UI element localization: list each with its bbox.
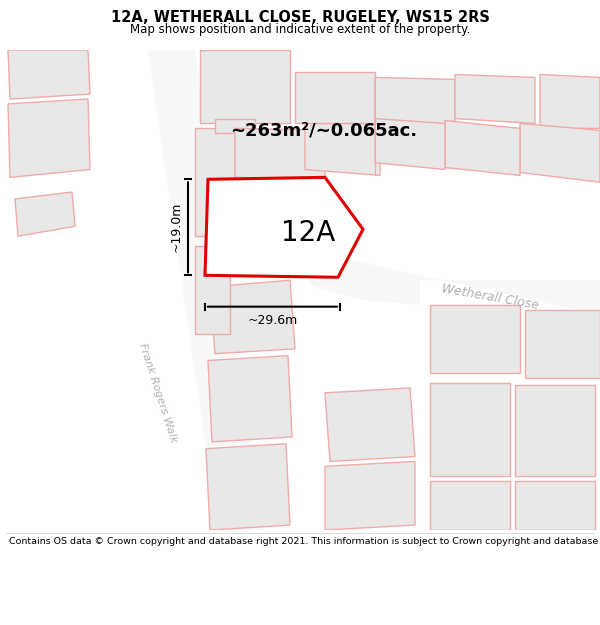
Polygon shape <box>430 481 510 530</box>
Text: Frank Rogers Walk: Frank Rogers Walk <box>137 342 179 444</box>
Polygon shape <box>305 124 380 176</box>
Polygon shape <box>295 71 375 124</box>
Text: 12A: 12A <box>281 219 335 247</box>
Polygon shape <box>430 305 520 373</box>
Polygon shape <box>330 256 600 314</box>
Text: Map shows position and indicative extent of the property.: Map shows position and indicative extent… <box>130 23 470 36</box>
Polygon shape <box>310 256 420 305</box>
Polygon shape <box>325 461 415 530</box>
Polygon shape <box>8 99 90 178</box>
Text: Contains OS data © Crown copyright and database right 2021. This information is : Contains OS data © Crown copyright and d… <box>9 537 600 546</box>
Polygon shape <box>325 388 415 461</box>
Polygon shape <box>540 74 600 128</box>
Polygon shape <box>515 481 595 530</box>
Polygon shape <box>525 309 600 378</box>
Polygon shape <box>215 119 255 133</box>
Polygon shape <box>8 50 90 99</box>
Polygon shape <box>205 177 363 278</box>
Polygon shape <box>210 280 295 354</box>
Text: ~19.0m: ~19.0m <box>170 202 182 252</box>
Polygon shape <box>430 383 510 476</box>
Polygon shape <box>515 385 595 476</box>
Polygon shape <box>445 121 520 176</box>
Polygon shape <box>375 78 455 133</box>
Text: ~263m²/~0.065ac.: ~263m²/~0.065ac. <box>230 121 417 139</box>
Polygon shape <box>208 356 292 442</box>
Polygon shape <box>375 119 445 169</box>
Polygon shape <box>148 50 265 530</box>
Text: Wetherall Close: Wetherall Close <box>440 282 539 312</box>
Polygon shape <box>455 74 535 124</box>
Polygon shape <box>15 192 75 236</box>
Polygon shape <box>520 124 600 182</box>
Polygon shape <box>195 128 235 236</box>
Text: ~29.6m: ~29.6m <box>247 314 298 327</box>
Polygon shape <box>200 50 290 124</box>
Text: 12A, WETHERALL CLOSE, RUGELEY, WS15 2RS: 12A, WETHERALL CLOSE, RUGELEY, WS15 2RS <box>110 10 490 25</box>
Polygon shape <box>206 444 290 530</box>
Polygon shape <box>235 128 325 179</box>
Polygon shape <box>195 246 230 334</box>
